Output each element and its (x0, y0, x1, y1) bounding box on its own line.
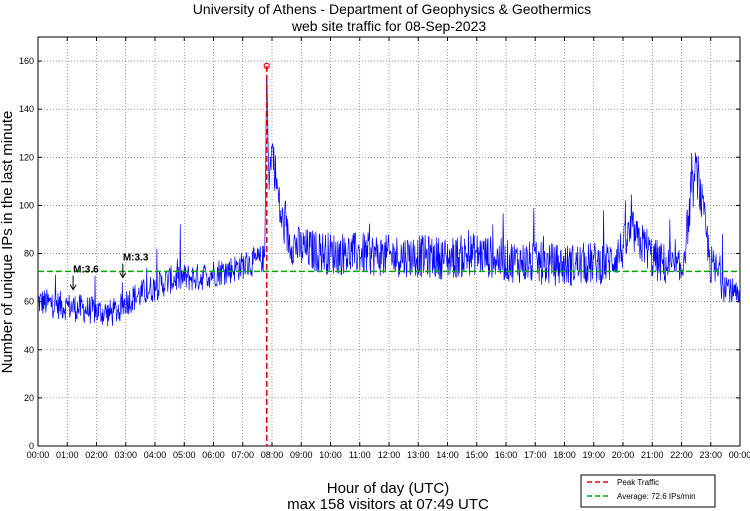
y-tick-label: 100 (19, 200, 34, 210)
x-tick-label: 10:00 (319, 450, 342, 460)
x-tick-label: 08:00 (261, 450, 284, 460)
x-tick-label: 13:00 (407, 450, 430, 460)
y-axis-label: Number of unique IPs in the last minute (0, 111, 16, 374)
legend-average-label: Average: 72.6 IPs/min (617, 492, 696, 501)
x-tick-label: 05:00 (173, 450, 196, 460)
x-tick-label: 15:00 (465, 450, 488, 460)
x-tick-label: 01:00 (56, 450, 79, 460)
x-axis-label: Hour of day (UTC) (327, 480, 450, 497)
peak-marker (263, 62, 270, 70)
y-tick-label: 0 (29, 441, 34, 451)
annotation-arrowhead (69, 284, 77, 291)
chart-legend: Peak Traffic Average: 72.6 IPs/min (580, 474, 716, 508)
legend-box (580, 474, 716, 508)
chart-footer: max 158 visitors at 07:49 UTC (287, 496, 489, 511)
y-tick-label: 60 (24, 297, 34, 307)
x-tick-label: 00:00 (729, 450, 750, 460)
y-tick-label: 40 (24, 345, 34, 355)
plot-area: 0 20 40 60 80 100 120 140 160 00:00 01:00 02:00 03:0… (19, 36, 750, 460)
y-tick-label: 120 (19, 152, 34, 162)
annotation-label: M:3.6 (73, 265, 99, 276)
annotation-label: M:3.3 (123, 253, 149, 264)
x-tick-label: 03:00 (114, 450, 137, 460)
y-tick-label: 80 (24, 249, 34, 259)
y-tick-label: 160 (19, 56, 34, 66)
chart-title: University of Athens - Department of Geo… (193, 1, 591, 17)
x-tick-label: 04:00 (144, 450, 167, 460)
x-tick-label: 12:00 (378, 450, 401, 460)
x-tick-label: 17:00 (524, 450, 547, 460)
x-tick-label: 22:00 (670, 450, 693, 460)
x-tick-label: 20:00 (612, 450, 635, 460)
legend-peak-label: Peak Traffic (617, 478, 659, 487)
x-tick-label: 14:00 (436, 450, 459, 460)
x-tick-label: 19:00 (582, 450, 605, 460)
x-tick-label: 21:00 (641, 450, 664, 460)
annotation-arrowhead (119, 272, 127, 279)
x-tick-label: 09:00 (290, 450, 313, 460)
x-tick-label: 16:00 (495, 450, 518, 460)
traffic-series-line (37, 74, 741, 327)
y-tick-label: 140 (19, 104, 34, 114)
x-tick-label: 11:00 (349, 450, 371, 460)
x-tick-label: 06:00 (202, 450, 225, 460)
chart-subtitle: web site traffic for 08-Sep-2023 (291, 18, 487, 34)
x-tick-label: 07:00 (231, 450, 254, 460)
x-tick-label: 23:00 (699, 450, 722, 460)
x-tick-label: 18:00 (553, 450, 576, 460)
y-tick-label: 20 (24, 393, 34, 403)
x-tick-label: 00:00 (27, 450, 50, 460)
x-tick-label: 02:00 (85, 450, 108, 460)
